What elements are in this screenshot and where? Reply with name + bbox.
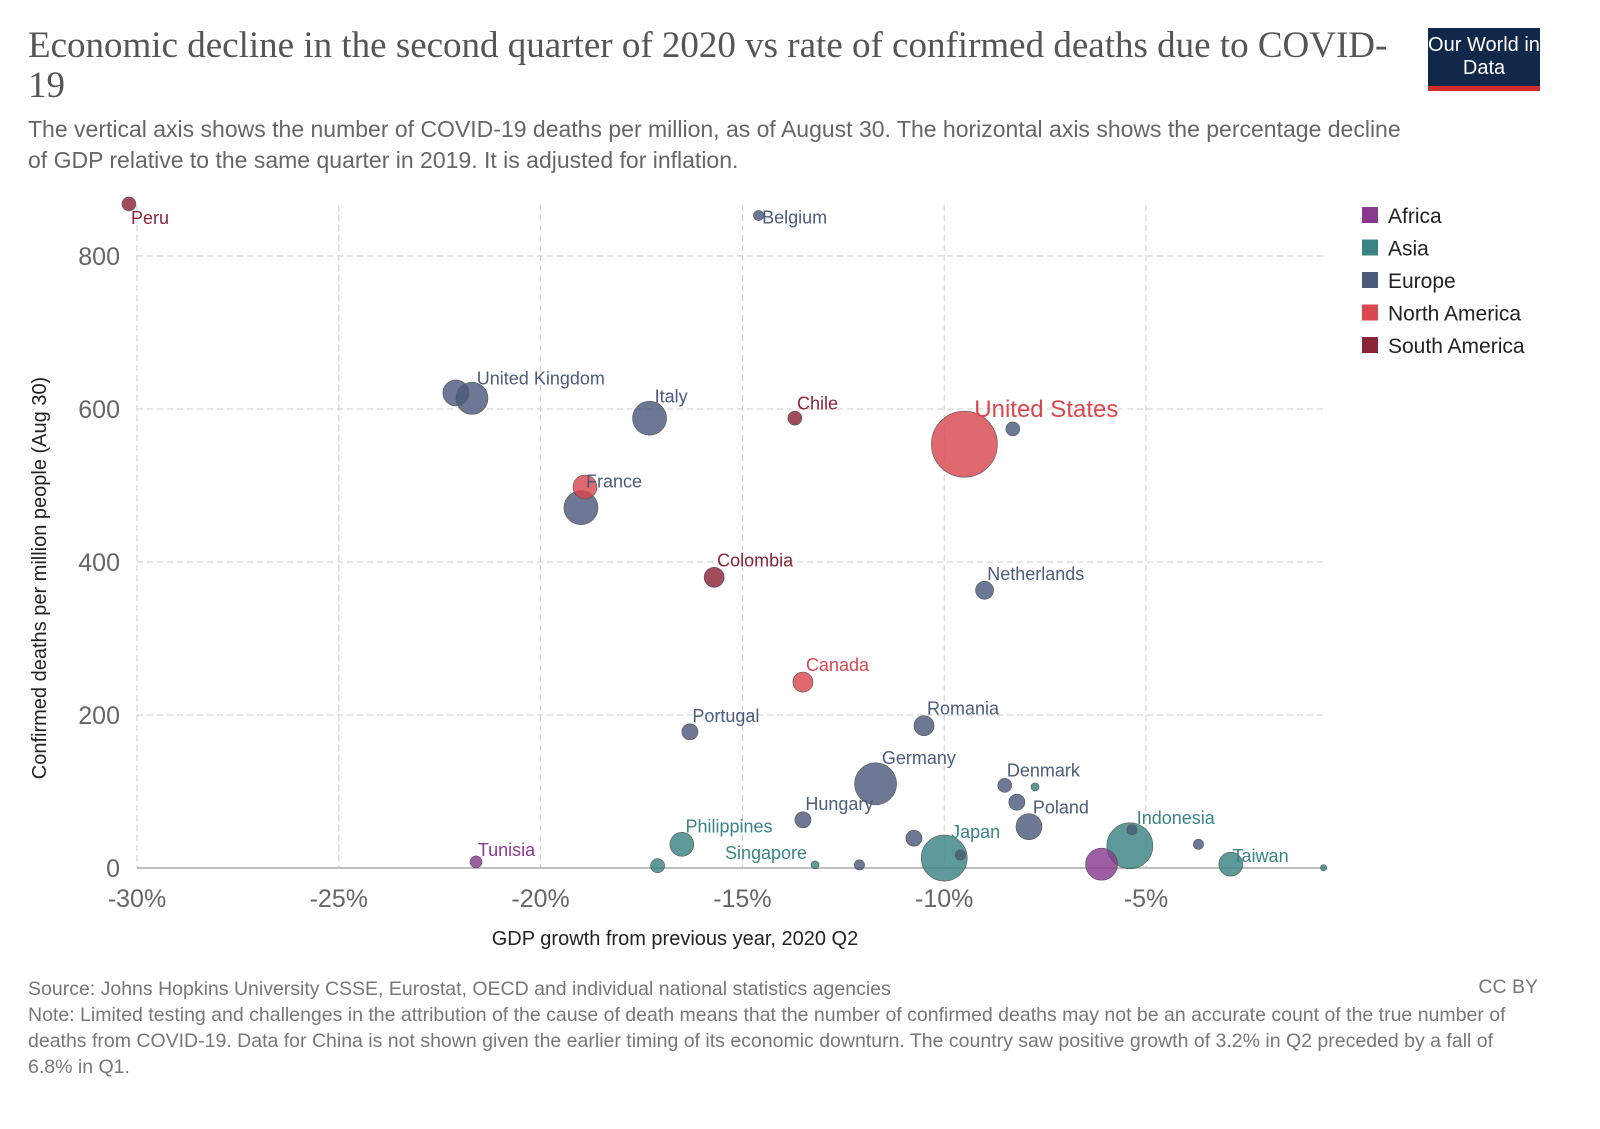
data-point (1085, 847, 1118, 881)
point-label: Germany (882, 748, 956, 768)
x-tick-label: -30% (108, 885, 166, 913)
point-label: United States (974, 396, 1118, 423)
legend-swatch (1362, 272, 1378, 288)
data-point (1218, 851, 1243, 877)
license-link[interactable]: CC BY (1478, 976, 1538, 998)
note-text: Note: Limited testing and challenges in … (28, 1004, 1506, 1078)
point-label: Portugal (692, 706, 759, 726)
y-tick-label: 600 (78, 396, 120, 424)
data-point (703, 566, 725, 588)
point-label: Singapore (725, 843, 807, 863)
legend: Africa Asia Europe North America South Ameri… (1362, 205, 1525, 358)
x-tick-label: -5% (1124, 885, 1168, 913)
point-label: United Kingdom (477, 368, 605, 388)
data-point (1008, 793, 1026, 811)
point-label: Tunisia (478, 840, 536, 860)
data-point (787, 410, 803, 426)
data-point (854, 762, 897, 806)
data-point (1193, 838, 1204, 850)
legend-label: Asia (1388, 238, 1429, 261)
point-label: Belgium (762, 207, 827, 227)
data-point (1126, 824, 1138, 836)
data-point (632, 400, 667, 436)
legend-swatch (1362, 239, 1378, 256)
point-label: Denmark (1007, 761, 1081, 781)
chart-title: Economic decline in the second quarter o… (28, 25, 1388, 106)
data-point (997, 778, 1013, 793)
legend-swatch (1362, 337, 1378, 353)
data-point (669, 832, 695, 857)
source-text: Source: Johns Hopkins University CSSE, E… (28, 978, 891, 1000)
data-point (681, 723, 699, 741)
y-tick-label: 800 (78, 243, 120, 271)
legend-label: Europe (1388, 270, 1456, 293)
footer: Source: Johns Hopkins University CSSE, E… (28, 976, 1538, 1080)
point-label: France (586, 472, 642, 492)
data-point (854, 859, 865, 871)
data-point (1320, 864, 1328, 872)
point-label: Romania (927, 699, 1000, 719)
legend-swatch (1362, 304, 1378, 321)
x-tick-label: -25% (310, 885, 368, 913)
owid-logo[interactable]: Our World in Data (1428, 28, 1540, 91)
point-label: Taiwan (1233, 846, 1289, 866)
points (121, 196, 1328, 882)
axis-ticks: -30% -25% -20% -15% -10% -5% 0 200 400 600 800 (78, 243, 1168, 913)
point-label: Hungary (805, 794, 873, 814)
data-point (1005, 421, 1021, 437)
y-tick-label: 400 (78, 549, 120, 577)
point-label: Netherlands (987, 564, 1084, 584)
data-point (442, 379, 470, 407)
point-label: Poland (1033, 798, 1089, 818)
data-point (975, 581, 994, 600)
y-tick-label: 0 (106, 855, 120, 883)
data-point (1106, 822, 1154, 870)
x-tick-label: -20% (511, 885, 569, 913)
data-point (1015, 813, 1043, 840)
data-point (954, 849, 966, 861)
legend-label: South America (1388, 335, 1525, 358)
point-label: Canada (806, 655, 870, 675)
point-label: Peru (131, 208, 169, 228)
data-point (931, 410, 998, 478)
data-point (572, 474, 598, 500)
point-label: Italy (655, 386, 688, 406)
legend-label: North America (1388, 303, 1521, 326)
data-point (794, 811, 812, 829)
data-point (121, 196, 137, 212)
x-axis-label: GDP growth from previous year, 2020 Q2 (492, 928, 858, 950)
y-tick-label: 200 (78, 702, 120, 730)
data-point (920, 834, 968, 882)
data-point (913, 715, 935, 737)
data-point (792, 671, 814, 693)
x-tick-label: -10% (915, 885, 973, 913)
point-label: Japan (951, 822, 1000, 842)
point-label: Indonesia (1137, 808, 1216, 828)
x-tick-label: -15% (713, 885, 771, 913)
grid (136, 205, 1325, 869)
y-axis-label: Confirmed deaths per million people (Aug… (29, 377, 51, 779)
legend-swatch (1362, 207, 1378, 223)
data-point (905, 829, 923, 847)
point-label: Philippines (685, 816, 772, 836)
data-point (650, 858, 665, 873)
data-point (469, 855, 483, 869)
data-point (1030, 782, 1040, 792)
data-point (810, 860, 820, 870)
point-label: Colombia (717, 550, 794, 570)
point-labels: United States Japan Indonesia Germany Italy F… (131, 207, 1289, 865)
chart-subtitle: The vertical axis shows the number of CO… (28, 116, 1401, 173)
data-point (753, 210, 764, 221)
legend-label: Africa (1388, 205, 1442, 228)
point-label: Chile (797, 393, 838, 413)
